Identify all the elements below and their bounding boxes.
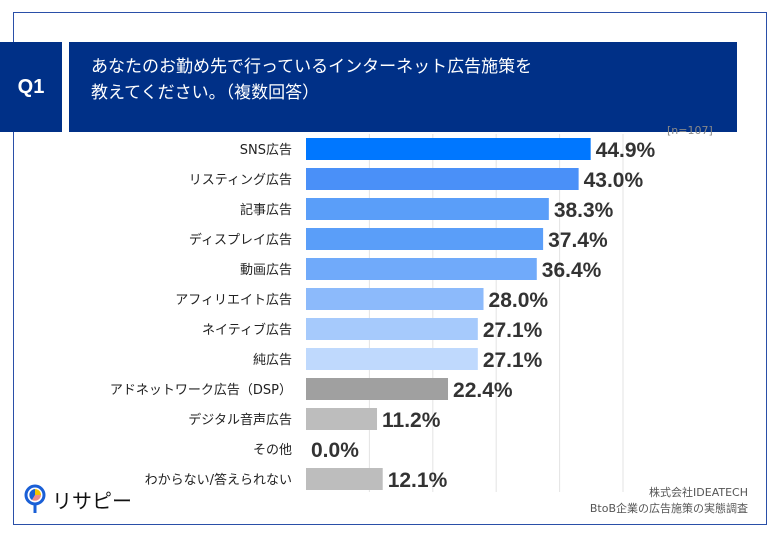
logo: リサピー	[24, 484, 132, 514]
category-label: 動画広告	[240, 263, 292, 278]
bar	[306, 228, 544, 250]
logo-icon	[24, 484, 46, 513]
bar	[306, 468, 383, 490]
bar	[306, 318, 478, 340]
category-label: ネイティブ広告	[202, 322, 292, 338]
category-label: アフィリエイト広告	[175, 293, 292, 308]
bar	[306, 288, 484, 310]
category-label: その他	[253, 443, 292, 458]
value-label: 0.0%	[311, 439, 359, 462]
value-label: 38.3%	[554, 199, 614, 222]
value-label: 27.1%	[483, 319, 543, 342]
question-title: あなたのお勤め先で行っているインターネット広告施策を 教えてください。（複数回答…	[69, 42, 737, 132]
value-label: 12.1%	[388, 469, 448, 492]
category-label: 記事広告	[240, 202, 292, 218]
category-label: わからない/答えられない	[145, 472, 292, 488]
value-label: 37.4%	[548, 229, 608, 252]
question-badge: Q1	[0, 42, 62, 132]
bar	[306, 258, 537, 280]
value-label: 36.4%	[542, 259, 602, 282]
value-label: 27.1%	[483, 349, 543, 372]
bar	[306, 378, 449, 400]
category-label: リスティング広告	[189, 173, 292, 188]
value-label: 28.0%	[489, 289, 549, 312]
category-label: SNS広告	[240, 143, 292, 158]
bar	[306, 138, 591, 160]
title-line-2: 教えてください。（複数回答）	[91, 83, 320, 103]
source-company: 株式会社IDEATECH	[649, 486, 748, 499]
logo-text: リサピー	[52, 488, 132, 513]
value-label: 43.0%	[584, 169, 644, 192]
sample-size: [n=107]	[667, 124, 713, 137]
value-label: 11.2%	[382, 409, 441, 432]
source-survey: BtoB企業の広告施策の実態調査	[589, 502, 748, 515]
chart-frame	[13, 12, 767, 525]
bar	[306, 348, 478, 370]
category-label: デジタル音声広告	[188, 412, 292, 428]
value-label: 22.4%	[453, 379, 513, 402]
category-label: アドネットワーク広告（DSP）	[110, 383, 292, 398]
bar	[306, 408, 378, 430]
category-label: ディスプレイ広告	[189, 232, 292, 248]
category-label: 純広告	[253, 353, 292, 368]
source: 株式会社IDEATECH BtoB企業の広告施策の実態調査	[590, 485, 748, 517]
bar	[306, 198, 549, 220]
title-line-1: あなたのお勤め先で行っているインターネット広告施策を	[91, 57, 533, 77]
value-label: 44.9%	[596, 139, 656, 162]
bar	[306, 168, 579, 190]
